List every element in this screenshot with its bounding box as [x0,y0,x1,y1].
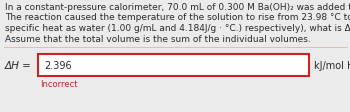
Text: specific heat as water (1.00 g/mL and 4.184J/g · °C.) respectively), what is ΔH : specific heat as water (1.00 g/mL and 4.… [5,24,350,33]
Text: ΔH =: ΔH = [5,60,32,70]
FancyBboxPatch shape [38,55,309,76]
Text: The reaction caused the temperature of the solution to rise from 23.98 °C to 28.: The reaction caused the temperature of t… [5,13,350,22]
Text: 2.396: 2.396 [44,60,72,70]
Text: Assume that the total volume is the sum of the individual volumes.: Assume that the total volume is the sum … [5,34,311,43]
Text: In a constant-pressure calorimeter, 70.0 mL of 0.300 M Ba(OH)₂ was added to 70.0: In a constant-pressure calorimeter, 70.0… [5,3,350,12]
Text: Incorrect: Incorrect [40,79,77,88]
Text: kJ/mol H₂O: kJ/mol H₂O [314,60,350,70]
